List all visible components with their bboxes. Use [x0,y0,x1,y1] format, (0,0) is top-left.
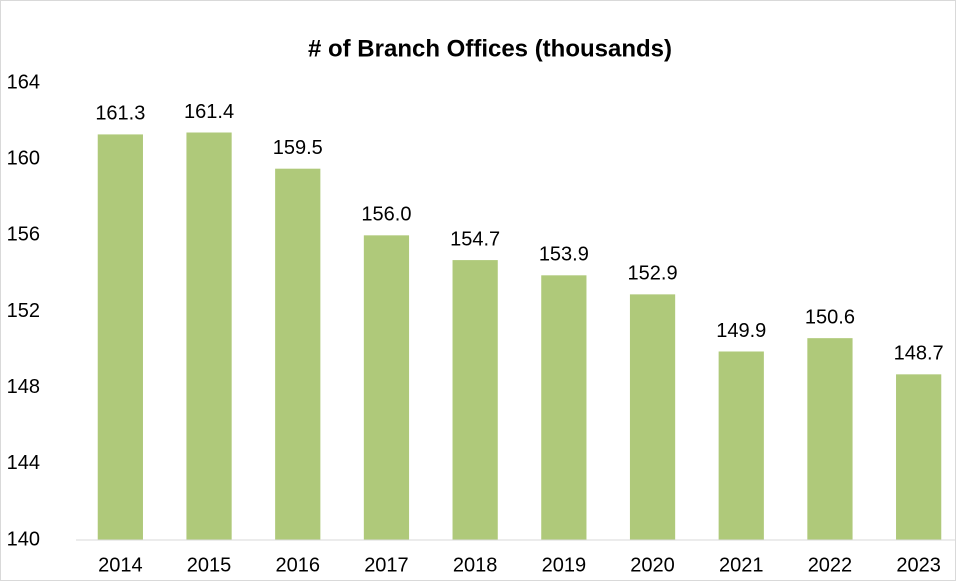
data-label: 153.9 [539,244,589,266]
data-label: 149.9 [716,320,766,342]
bar [896,374,942,540]
bar [97,134,143,540]
data-label: 148.7 [894,343,944,365]
bar [186,132,232,540]
data-label: 156.0 [361,204,411,226]
bar [541,275,587,540]
x-tick-label: 2016 [276,554,321,576]
x-tick-label: 2018 [453,554,498,576]
y-tick-label: 164 [7,71,40,93]
x-tick-label: 2022 [808,554,853,576]
data-label: 152.9 [628,263,678,285]
bar [452,260,498,540]
x-tick-label: 2023 [896,554,941,576]
bar [363,235,410,541]
bar [807,338,853,540]
data-label: 161.4 [184,101,234,123]
x-tick-label: 2019 [542,554,587,576]
y-tick-label: 160 [7,147,40,169]
data-label: 159.5 [273,137,323,159]
bar [718,351,764,540]
y-tick-label: 148 [7,376,40,398]
x-tick-label: 2017 [364,554,409,576]
bar [275,168,321,540]
chart-title: # of Branch Offices (thousands) [308,35,672,62]
y-tick-label: 144 [7,452,40,474]
y-tick-label: 152 [7,300,40,322]
x-tick-label: 2020 [630,554,675,576]
data-label: 154.7 [450,228,500,250]
x-tick-label: 2014 [98,554,143,576]
bar [629,294,676,540]
y-tick-label: 140 [7,528,40,550]
y-tick-label: 156 [7,224,40,246]
x-tick-label: 2015 [187,554,232,576]
data-label: 161.3 [95,103,145,125]
x-tick-label: 2021 [719,554,764,576]
data-label: 150.6 [805,306,855,328]
